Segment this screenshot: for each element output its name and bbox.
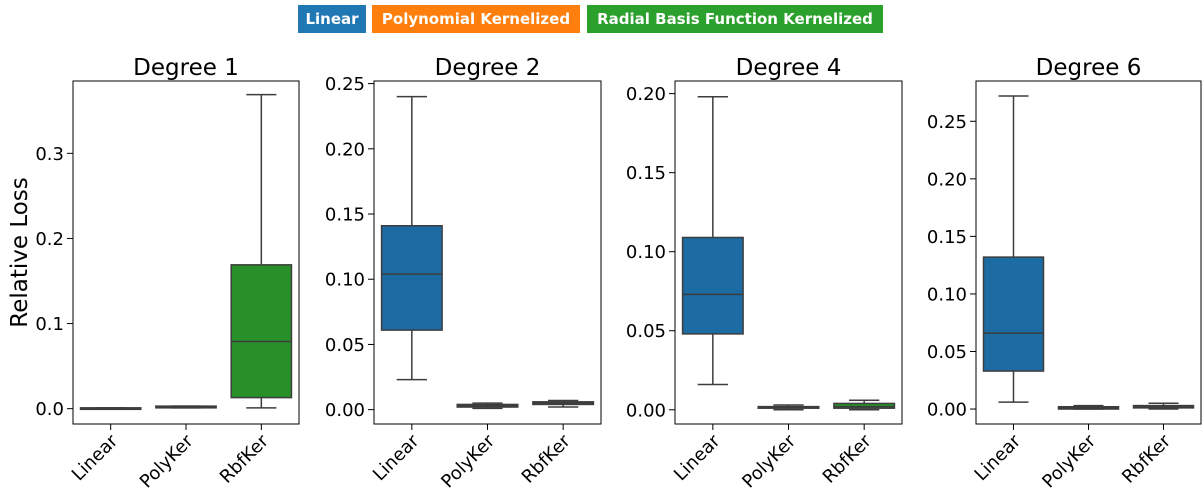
y-tick-label: 0.00: [325, 400, 365, 421]
plot-frame: [72, 80, 300, 425]
box-rbfker: [230, 93, 293, 409]
panel-degree-3: Degree 4 0.00 0.05 0.10 0.15 0.20 Linear PolyKe…: [626, 55, 903, 488]
box-polyker: [155, 405, 217, 409]
y-tick-label: 0.1: [35, 314, 64, 335]
box-linear: [380, 95, 443, 381]
legend: Linear Polynomial Kernelized Radial Basi…: [0, 5, 1180, 35]
box-iqr: [681, 236, 744, 335]
box-iqr: [230, 264, 293, 399]
x-tick-label: RbfKer: [819, 430, 876, 487]
y-tick-label: 0.05: [626, 321, 666, 342]
y-tick-label: 0.20: [325, 139, 365, 160]
x-tick-label: PolyKer: [437, 430, 499, 488]
x-tick-label: Linear: [68, 430, 123, 485]
y-tick-label: 0.20: [626, 84, 666, 105]
y-tick-label: 0.00: [626, 400, 666, 421]
y-tick-label: 0.15: [325, 205, 365, 226]
y-tick-label: 0.25: [927, 112, 967, 133]
x-tick-label: PolyKer: [1038, 430, 1100, 488]
y-tick-label: 0.0: [35, 399, 64, 420]
y-tick-label: 0.15: [927, 227, 967, 248]
x-tick-label: RbfKer: [518, 430, 575, 487]
x-tick-label: RbfKer: [216, 430, 273, 487]
x-tick-label: Linear: [971, 430, 1026, 485]
box-polyker: [757, 404, 820, 411]
box-linear: [79, 407, 142, 411]
y-tick-label: 0.05: [325, 335, 365, 356]
legend-item-rbf-kernelized: Radial Basis Function Kernelized: [587, 5, 883, 33]
panel-degree-1: Degree 1 Relative Loss 0.0 0.1 0.2 0.3 Linear P…: [7, 55, 300, 488]
y-tick-label: 0.2: [35, 229, 64, 250]
panel-title: Degree 1: [133, 55, 239, 81]
y-tick-label: 0.15: [626, 163, 666, 184]
panel-title: Degree 2: [435, 55, 541, 81]
y-tick-label: 0.25: [325, 74, 365, 95]
plot-frame: [674, 80, 903, 425]
y-tick-label: 0.05: [927, 342, 967, 363]
y-tick-label: 0.10: [325, 270, 365, 291]
box-iqr: [380, 225, 443, 331]
plot-frame: [975, 80, 1202, 425]
y-tick-label: 0.10: [626, 242, 666, 263]
panel-title: Degree 6: [1036, 55, 1142, 81]
x-tick-label: PolyKer: [738, 430, 800, 488]
x-tick-label: RbfKer: [1118, 430, 1175, 487]
box-rbfker: [833, 399, 896, 411]
y-tick-label: 0.3: [35, 144, 64, 165]
legend-item-linear: Linear: [298, 5, 366, 33]
y-axis-label: Relative Loss: [7, 177, 33, 328]
y-tick-label: 0.20: [927, 169, 967, 190]
box-linear: [681, 96, 744, 386]
panel-title: Degree 4: [736, 55, 842, 81]
box-polyker: [1057, 404, 1120, 410]
box-rbfker: [532, 399, 595, 408]
x-tick-label: Linear: [670, 430, 725, 485]
y-tick-label: 0.10: [927, 284, 967, 305]
plot-frame: [373, 80, 602, 425]
box-rbfker: [1132, 402, 1195, 410]
box-polyker: [456, 402, 519, 410]
box-iqr: [833, 402, 896, 409]
panel-degree-2: Degree 2 0.00 0.05 0.10 0.15 0.20 0.25 Linear Po…: [325, 55, 602, 488]
legend-item-polynomial-kernelized: Polynomial Kernelized: [372, 5, 580, 33]
panel-degree-4: Degree 6 0.00 0.05 0.10 0.15 0.20 0.25 Linear Po…: [927, 55, 1202, 488]
box-iqr: [982, 256, 1045, 372]
y-tick-label: 0.00: [927, 400, 967, 421]
box-linear: [982, 95, 1045, 403]
x-tick-label: PolyKer: [136, 430, 198, 488]
x-tick-label: Linear: [369, 430, 424, 485]
